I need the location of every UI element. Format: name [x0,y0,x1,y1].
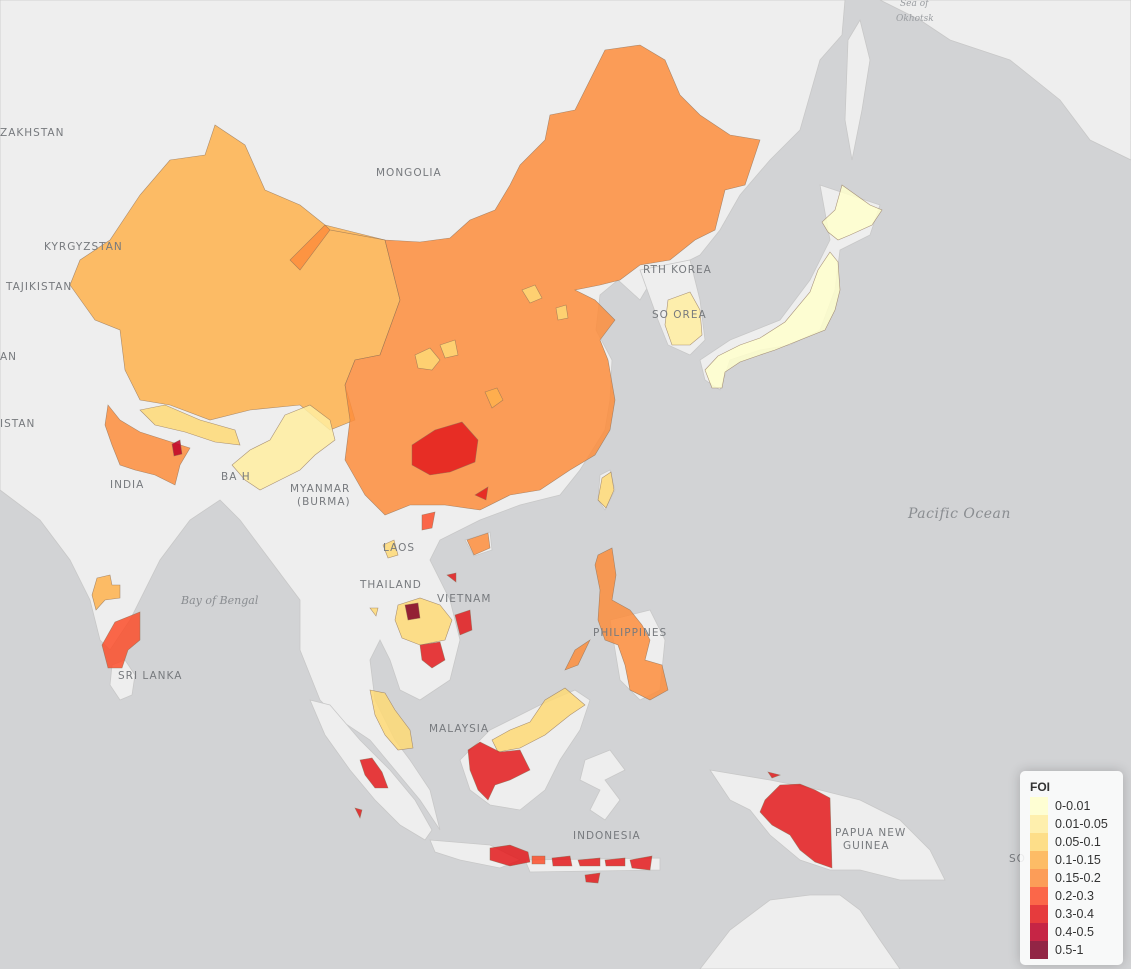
region-northeast-india[interactable] [231,404,336,491]
legend-item: 0.2-0.3 [1030,887,1115,905]
legend-rows: 0-0.01 0.01-0.05 0.05-0.1 0.1-0.15 0.15-0.2 0… [1030,797,1115,959]
label-png-2: GUINEA [843,840,890,852]
legend-label: 0.4-0.5 [1055,925,1094,939]
legend-swatch [1030,923,1048,941]
map-labels: ZAKHSTAN MONGOLIA KYRGYZSTAN TAJIKISTAN … [0,0,1025,865]
label-sri-lanka: SRI LANKA [118,670,182,682]
region-peninsular-malaysia[interactable] [369,689,414,751]
label-vietnam: VIETNAM [437,593,491,605]
label-thailand: THAILAND [359,579,422,591]
region-spot-guangdong[interactable] [474,486,489,501]
legend-swatch [1030,887,1048,905]
region-taiwan[interactable] [597,471,615,509]
region-cambodia-center[interactable] [404,602,421,621]
label-indonesia: INDONESIA [573,830,641,842]
legend-title: FOI [1030,780,1050,794]
label-philippines: PHILIPPINES [593,627,667,639]
label-pacific-ocean: Pacific Ocean [907,506,1011,522]
region-vietnam-central[interactable] [446,572,457,583]
region-java-central[interactable] [531,855,546,865]
region-guangxi[interactable] [411,421,479,476]
region-spot-hunan[interactable] [484,387,504,409]
region-japan[interactable] [704,184,883,389]
legend-swatch [1030,815,1048,833]
region-spot-ningxia[interactable] [521,284,543,304]
legend-item: 0.15-0.2 [1030,869,1115,887]
label-bay-of-bengal: Bay of Bengal [180,594,259,607]
label-afghanistan: AN [0,351,17,363]
legend-label: 0.5-1 [1055,943,1084,957]
legend-swatch [1030,833,1048,851]
region-philippines[interactable] [564,547,669,701]
legend-swatch [1030,905,1048,923]
region-spot-shaanxi[interactable] [414,347,441,371]
foi-legend: FOI 0-0.01 0.01-0.05 0.05-0.1 0.1-0.15 0.15-… [1020,771,1123,965]
legend-label: 0.05-0.1 [1055,835,1101,849]
region-papua[interactable] [759,771,833,869]
region-spot-gansu[interactable] [439,339,459,359]
legend-label: 0.2-0.3 [1055,889,1094,903]
region-spot-bihar[interactable] [171,439,183,457]
legend-swatch [1030,851,1048,869]
label-kyrgyzstan: KYRGYZSTAN [44,241,123,253]
region-spot-karnataka[interactable] [91,574,121,611]
legend-item: 0.5-1 [1030,941,1115,959]
label-myanmar-1: MYANMAR [290,483,350,495]
legend-item: 0-0.01 [1030,797,1115,815]
region-sarawak[interactable] [491,687,586,753]
label-tajikistan: TAJIKISTAN [5,281,72,293]
label-laos: LAOS [383,542,415,554]
label-south-korea: SO OREA [652,309,707,321]
region-south-korea[interactable] [664,291,703,346]
legend-item: 0.1-0.15 [1030,851,1115,869]
legend-item: 0.4-0.5 [1030,923,1115,941]
label-okhotsk-2: Okhotsk [896,14,934,24]
label-malaysia: MALAYSIA [429,723,489,735]
region-east-china[interactable] [289,44,761,516]
region-tamil-nadu[interactable] [101,611,141,669]
region-lesser-sunda[interactable] [551,855,653,884]
choropleth-regions [69,44,883,884]
label-myanmar-2: (BURMA) [297,496,351,508]
region-laos-spot[interactable] [382,539,399,559]
legend-item: 0.05-0.1 [1030,833,1115,851]
legend-swatch [1030,797,1048,815]
legend-label: 0.15-0.2 [1055,871,1101,885]
legend-swatch [1030,869,1048,887]
region-vietnam-north[interactable] [421,511,436,531]
label-mongolia: MONGOLIA [376,167,442,179]
legend-label: 0.1-0.15 [1055,853,1101,867]
region-spot-beijing[interactable] [555,304,569,321]
label-bangladesh: BA H [221,471,251,483]
legend-item: 0.3-0.4 [1030,905,1115,923]
legend-item: 0.01-0.05 [1030,815,1115,833]
region-north-india[interactable] [104,404,191,486]
label-north-korea: RTH KOREA [643,264,712,276]
legend-label: 0.01-0.05 [1055,817,1108,831]
legend-label: 0.3-0.4 [1055,907,1094,921]
region-hainan[interactable] [466,532,491,556]
label-india: INDIA [110,479,144,491]
region-java[interactable] [489,844,531,867]
label-okhotsk-1: Sea of [900,0,930,9]
region-nepal[interactable] [139,404,241,446]
region-thailand-spot[interactable] [369,607,379,617]
label-pakistan: ISTAN [0,418,35,430]
region-west-kalimantan[interactable] [467,741,531,801]
label-png-1: PAPUA NEW [835,827,906,839]
legend-swatch [1030,941,1048,959]
region-south-vietnam[interactable] [419,609,473,669]
region-sumatra[interactable] [354,757,389,819]
legend-label: 0-0.01 [1055,799,1091,813]
label-kazakhstan: ZAKHSTAN [0,127,64,139]
